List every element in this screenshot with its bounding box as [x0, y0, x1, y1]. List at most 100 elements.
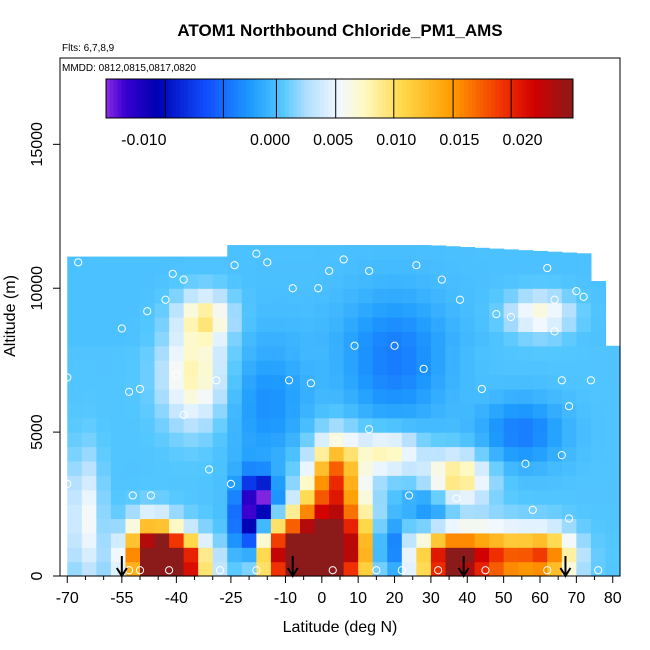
colorbar-segment — [561, 79, 566, 118]
heatmap-cell — [445, 532, 461, 548]
sample-point — [164, 566, 174, 575]
heatmap-cell — [140, 256, 156, 261]
colorbar-segment — [495, 79, 500, 118]
heatmap-cell — [329, 446, 345, 462]
heatmap-cell — [343, 561, 359, 577]
heatmap-cell — [416, 446, 432, 462]
heatmap-cell — [241, 317, 257, 332]
heatmap-cell — [125, 403, 141, 419]
heatmap-cell — [372, 460, 388, 476]
heatmap-cell — [401, 475, 417, 491]
heatmap-cell — [169, 403, 185, 419]
colorbar-segment — [378, 79, 383, 118]
heatmap-cell — [474, 518, 490, 534]
heatmap-cell — [285, 374, 301, 390]
heatmap-cell — [96, 446, 112, 462]
heatmap-cell — [358, 273, 374, 289]
heatmap-cell — [605, 561, 621, 577]
heatmap-cell — [460, 475, 476, 491]
heatmap-cell — [67, 360, 83, 376]
heatmap-cell — [590, 417, 607, 433]
heatmap-cell — [329, 547, 345, 563]
heatmap-cell — [96, 374, 112, 390]
colorbar-segment — [308, 79, 313, 118]
heatmap-cell — [125, 547, 141, 563]
colorbar-segment — [191, 79, 197, 118]
colorbar-segment — [117, 79, 123, 118]
heatmap-cell — [561, 252, 577, 261]
heatmap-cell — [183, 547, 199, 563]
heatmap-cell — [256, 374, 272, 390]
heatmap-cell — [547, 388, 563, 404]
heatmap-cell — [314, 504, 330, 520]
heatmap-cell — [140, 432, 156, 448]
heatmap-cell — [96, 288, 112, 304]
heatmap-cell — [270, 417, 287, 433]
sample-point — [452, 494, 461, 503]
sample-point — [550, 327, 559, 336]
heatmap-cell — [503, 561, 519, 577]
colorbar-segment — [483, 79, 488, 118]
heatmap-cell — [169, 518, 185, 534]
heatmap-cell — [198, 331, 214, 347]
heatmap-cell — [590, 561, 607, 577]
colorbar-segment — [347, 79, 352, 118]
heatmap-cell — [518, 475, 534, 491]
colorbar-segment — [358, 79, 364, 118]
heatmap-cell — [81, 256, 97, 261]
heatmap-cell — [561, 417, 577, 433]
heatmap-cell — [81, 518, 97, 534]
heatmap-cell — [198, 489, 214, 505]
sample-point — [128, 491, 137, 500]
heatmap-cell — [300, 518, 316, 534]
heatmap-cell — [140, 475, 156, 491]
heatmap-cell — [314, 388, 330, 404]
heatmap-cell — [285, 302, 301, 318]
heatmap-cell — [125, 273, 141, 289]
heatmap-cell — [96, 504, 112, 520]
heatmap-cell — [300, 403, 316, 419]
flights-label: Flts: 6,7,8,9 — [62, 43, 115, 54]
heatmap-cell — [67, 345, 83, 361]
heatmap-cell — [81, 288, 97, 304]
heatmap-cell — [343, 417, 359, 433]
heatmap-cell — [212, 345, 228, 361]
colorbar-segment — [421, 79, 426, 118]
heatmap-cell — [532, 460, 548, 476]
sample-points — [63, 249, 603, 575]
heatmap-cell — [256, 561, 272, 577]
heatmap-cell — [430, 288, 447, 304]
heatmap-cell — [198, 360, 214, 376]
heatmap-cell — [241, 547, 257, 563]
heatmap-cell — [561, 388, 577, 404]
heatmap-cell — [285, 460, 301, 476]
heatmap-cell — [125, 317, 141, 332]
heatmap-cell — [212, 374, 228, 390]
sample-point — [332, 436, 341, 445]
heatmap-cell — [300, 388, 316, 404]
heatmap-cell — [67, 302, 83, 318]
heatmap-cell — [110, 460, 127, 476]
heatmap-cell — [445, 518, 461, 534]
heatmap-cell — [110, 259, 127, 275]
heatmap-cell — [154, 518, 170, 534]
heatmap-cell — [241, 489, 257, 505]
heatmap-cell — [169, 446, 185, 462]
heatmap-cell — [110, 489, 127, 505]
sample-point — [492, 310, 501, 319]
heatmap-cell — [343, 288, 359, 304]
heatmap-cell — [227, 331, 243, 347]
colorbar-segment — [137, 79, 142, 118]
heatmap-cell — [314, 532, 330, 548]
heatmap-cell — [372, 432, 388, 448]
heatmap-cell — [81, 547, 97, 563]
heatmap-cell — [590, 460, 607, 476]
heatmap-cell — [358, 331, 374, 347]
heatmap-cell — [154, 273, 170, 289]
heatmap-cell — [198, 288, 214, 304]
heatmap-cell — [416, 403, 432, 419]
colorbar-segment — [121, 79, 126, 118]
colorbar-segment — [479, 79, 484, 118]
heatmap-cell — [561, 331, 577, 347]
colorbar-segment — [288, 79, 294, 118]
